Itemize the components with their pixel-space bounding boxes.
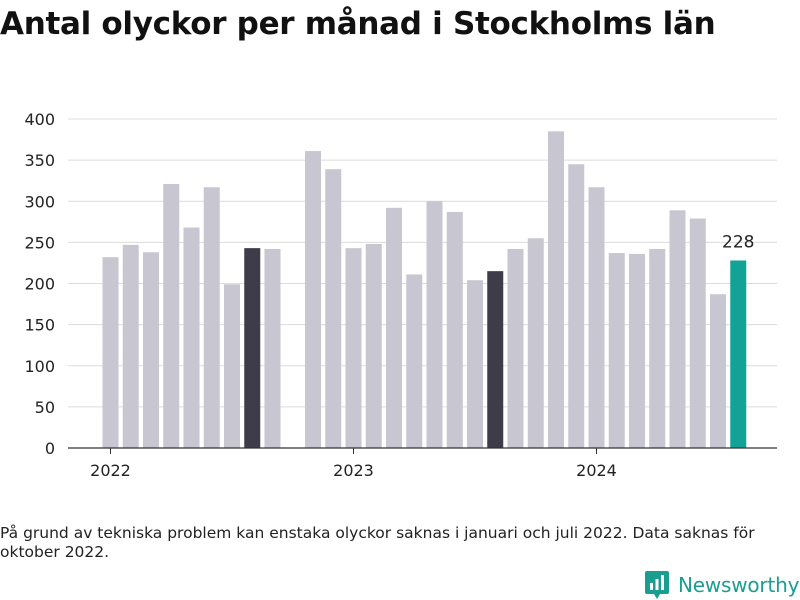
- bar-2024-02[interactable]: [608, 253, 625, 448]
- y-tick-label: 300: [24, 192, 55, 211]
- bar-2022-01[interactable]: [102, 257, 119, 448]
- data-labels: 228: [722, 232, 754, 252]
- bar-2023-01[interactable]: [345, 248, 362, 448]
- x-tick-label: 2023: [333, 461, 374, 480]
- bar-2024-06[interactable]: [689, 218, 706, 448]
- bar-2022-03[interactable]: [143, 252, 159, 448]
- bar-2022-08[interactable]: [244, 248, 261, 448]
- bar-2022-04[interactable]: [163, 183, 180, 448]
- y-tick-label: 400: [24, 110, 55, 129]
- y-tick-label: 0: [45, 439, 55, 458]
- bar-2022-06[interactable]: [203, 187, 220, 448]
- bar-2023-11[interactable]: [548, 131, 564, 448]
- bars: [102, 131, 747, 449]
- bar-2024-04[interactable]: [649, 248, 666, 448]
- brand-logo[interactable]: Newsworthy: [644, 570, 799, 600]
- bar-2023-04[interactable]: [406, 274, 423, 448]
- data-label: 228: [722, 232, 754, 252]
- bar-2023-03[interactable]: [386, 207, 402, 448]
- y-tick-label: 100: [24, 357, 55, 376]
- y-tick-label: 150: [24, 316, 55, 335]
- bar-2023-06[interactable]: [446, 211, 463, 448]
- bar-2023-08[interactable]: [487, 271, 504, 448]
- bar-2023-05[interactable]: [426, 201, 443, 448]
- x-tick-label: 2022: [90, 461, 131, 480]
- bar-2023-10[interactable]: [527, 238, 544, 448]
- bar-2022-09[interactable]: [264, 248, 281, 448]
- bar-2022-12[interactable]: [325, 169, 342, 449]
- x-axis: 2022 2023 2024: [68, 447, 777, 480]
- bar-2022-07[interactable]: [224, 284, 240, 448]
- bar-2024-07[interactable]: [710, 294, 726, 448]
- y-axis: 0 50 100 150 200 250 300 350 400: [24, 110, 55, 458]
- brand-name: Newsworthy: [678, 573, 800, 597]
- bar-2023-07[interactable]: [467, 280, 483, 448]
- bar-2023-12[interactable]: [568, 164, 585, 449]
- bar-2024-05[interactable]: [669, 210, 686, 448]
- bar-2023-02[interactable]: [365, 244, 382, 448]
- y-tick-label: 250: [24, 233, 55, 252]
- bar-2022-02[interactable]: [122, 244, 139, 448]
- y-tick-label: 350: [24, 151, 55, 170]
- chart-title: Antal olyckor per månad i Stockholms län: [0, 6, 716, 42]
- y-tick-label: 50: [35, 398, 55, 417]
- y-tick-label: 200: [24, 275, 55, 294]
- bar-2024-03[interactable]: [629, 253, 645, 448]
- bar-2022-11[interactable]: [305, 151, 321, 448]
- bar-2022-05[interactable]: [183, 227, 200, 448]
- footnote: På grund av tekniska problem kan enstaka…: [0, 524, 755, 561]
- bar-2023-09[interactable]: [507, 248, 524, 448]
- bar-2024-08[interactable]: [730, 260, 747, 448]
- bar-2024-01[interactable]: [588, 187, 605, 448]
- x-tick-label: 2024: [576, 461, 617, 480]
- bar-chart-pin-icon: [645, 571, 669, 599]
